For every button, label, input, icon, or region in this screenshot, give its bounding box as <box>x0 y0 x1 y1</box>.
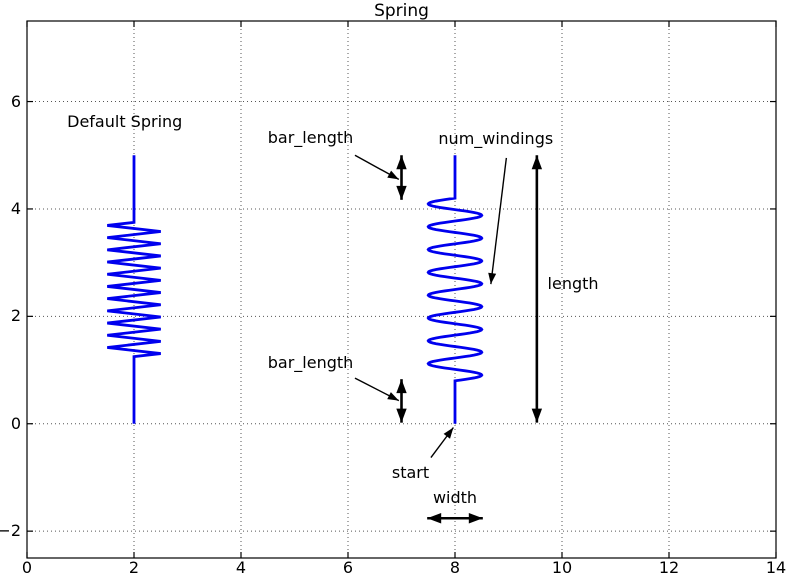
x-tick-label: 6 <box>342 558 354 577</box>
bar-length-top-span-head-b <box>396 155 407 170</box>
length-span-head-a <box>531 408 543 423</box>
bar-length-top-arrow-head <box>387 170 399 180</box>
x-tick-label: 8 <box>449 558 461 577</box>
start-arrow-head <box>443 427 454 439</box>
width-label: width <box>432 488 478 508</box>
x-tick-label: 4 <box>235 558 247 577</box>
width-span-head-a <box>427 513 442 524</box>
y-tick-label: 0 <box>10 413 21 433</box>
num-windings-label: num_windings <box>438 128 554 148</box>
bar-length-bottom-label: bar_length <box>267 353 354 373</box>
y-tick-label: 6 <box>10 91 21 111</box>
x-tick-label: 2 <box>128 558 140 577</box>
x-tick-label: 0 <box>21 558 33 577</box>
default-spring-path <box>107 155 161 424</box>
bar-length-bottom-span-head-b <box>396 379 407 394</box>
bar-length-top-label: bar_length <box>267 127 354 147</box>
length-label: length <box>547 274 599 294</box>
chart-title: Spring <box>374 1 429 21</box>
default-spring-label: Default Spring <box>67 111 183 131</box>
start-label: start <box>391 463 430 483</box>
num-windings-arrow <box>490 157 508 285</box>
annotated-spring-path <box>426 155 484 424</box>
x-tick-label: 12 <box>658 558 680 577</box>
y-tick-label: 4 <box>10 198 21 218</box>
bar-length-top-span-head-a <box>396 185 407 200</box>
bar-length-bottom-arrow-head <box>387 392 399 401</box>
y-tick-label: 2 <box>10 306 21 326</box>
x-tick-label: 14 <box>765 558 787 577</box>
bar-length-bottom-span-head-a <box>396 408 407 423</box>
width-span-head-b <box>468 513 483 524</box>
plot-border <box>26 20 777 559</box>
x-tick-label: 10 <box>551 558 573 577</box>
y-tick-label: −2 <box>0 521 21 541</box>
length-span-head-b <box>531 155 543 170</box>
num-windings-arrow-head <box>488 272 497 285</box>
